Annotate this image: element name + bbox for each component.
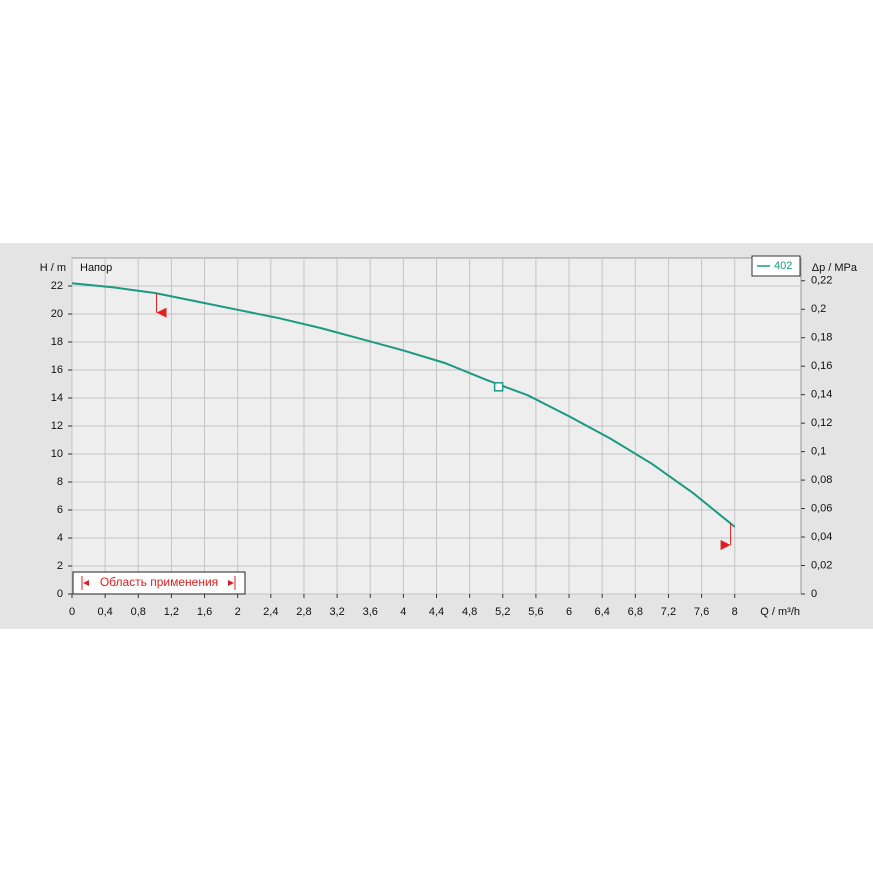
range-marker — [156, 307, 167, 318]
y-tick-label: 0 — [57, 588, 63, 600]
range-arrow — [228, 580, 234, 586]
y-tick-label: 6 — [57, 504, 63, 516]
range-frame — [72, 571, 246, 595]
x-tick-label: 2 — [235, 606, 241, 618]
y-tick-label: 14 — [51, 392, 63, 404]
y-tick-label: 8 — [57, 476, 63, 488]
range-box: Область применения — [72, 571, 246, 595]
x-tick-label: 7,2 — [661, 606, 676, 618]
x-tick-label: 5,2 — [495, 606, 510, 618]
y-tick-label: 2 — [57, 560, 63, 572]
legend-box — [751, 255, 801, 277]
x-tick-label: 8 — [732, 606, 738, 618]
y2-tick-label: 0 — [811, 588, 817, 600]
subtitle: Напор — [80, 262, 112, 274]
x-axis-label: Q / m³/h — [760, 606, 800, 618]
x-tick-label: 6,4 — [595, 606, 610, 618]
x-tick-label: 6,8 — [628, 606, 643, 618]
x-tick-label: 2,8 — [296, 606, 311, 618]
x-tick-label: 3,6 — [363, 606, 378, 618]
legend: 402 — [751, 255, 801, 277]
x-tick-label: 4 — [400, 606, 406, 618]
y2-tick-label: 0,1 — [811, 446, 826, 458]
x-tick-label: 2,4 — [263, 606, 278, 618]
x-tick-label: 0,8 — [131, 606, 146, 618]
x-tick-label: 0 — [69, 606, 75, 618]
y-tick-label: 22 — [51, 280, 63, 292]
range-arrow — [83, 580, 89, 586]
x-tick-label: 7,6 — [694, 606, 709, 618]
curve — [71, 282, 736, 528]
y2-tick-label: 0,2 — [811, 303, 826, 315]
y-tick-label: 10 — [51, 448, 63, 460]
x-tick-label: 3,2 — [329, 606, 344, 618]
x-tick-label: 1,6 — [197, 606, 212, 618]
x-tick-label: 1,2 — [164, 606, 179, 618]
x-tick-label: 6 — [566, 606, 572, 618]
y-axis-label: H / m — [40, 262, 66, 274]
y-tick-label: 12 — [51, 420, 63, 432]
y2-tick-label: 0,08 — [811, 474, 832, 486]
y2-tick-label: 0,16 — [811, 360, 832, 372]
y2-tick-label: 0,06 — [811, 502, 832, 514]
legend-label: 402 — [774, 260, 792, 272]
y-tick-label: 16 — [51, 364, 63, 376]
range-marker — [720, 540, 731, 550]
y2-axis-label: Δp / MPa — [812, 262, 858, 274]
y2-tick-label: 0,18 — [811, 332, 832, 344]
y-tick-label: 20 — [51, 308, 63, 320]
x-tick-label: 5,6 — [528, 606, 543, 618]
y2-tick-label: 0,22 — [811, 275, 832, 287]
x-tick-label: 4,8 — [462, 606, 477, 618]
range-label: Область применения — [100, 575, 218, 589]
y-tick-label: 4 — [57, 532, 63, 544]
y2-tick-label: 0,02 — [811, 559, 832, 571]
y2-tick-label: 0,04 — [811, 531, 832, 543]
y2-tick-label: 0,14 — [811, 389, 832, 401]
y-tick-label: 18 — [51, 336, 63, 348]
x-tick-label: 0,4 — [97, 606, 112, 618]
operating-point — [493, 382, 504, 392]
y2-tick-label: 0,12 — [811, 417, 832, 429]
x-tick-label: 4,4 — [429, 606, 444, 618]
